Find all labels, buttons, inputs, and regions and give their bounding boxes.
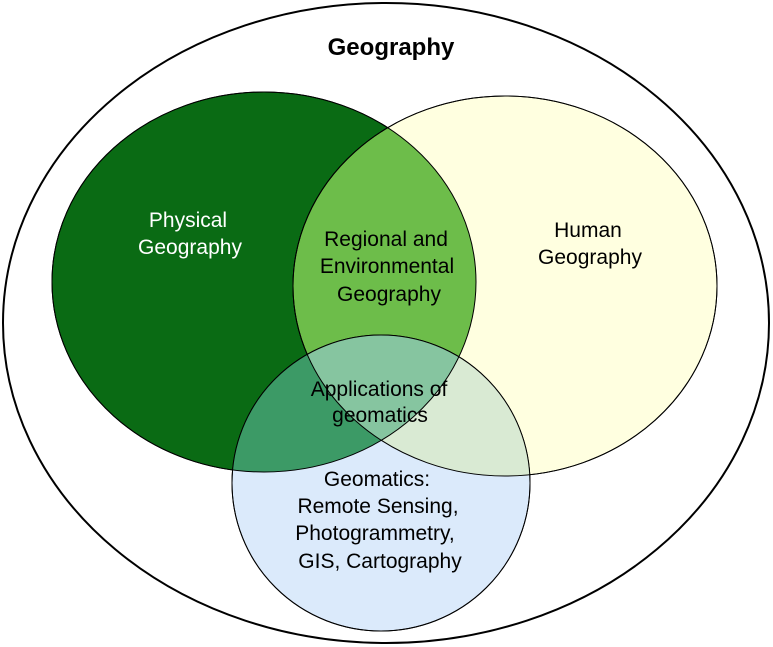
physical-geography-label-line-2: Geography	[138, 236, 242, 259]
geomatics-label-line-3: Photogrammetry,	[295, 522, 455, 545]
geomatics-label-line-4: GIS, Cartography	[298, 550, 462, 573]
geomatics-outline	[231, 334, 531, 632]
human-geography-outline	[292, 95, 718, 477]
applications-label-line-2: geomatics	[332, 404, 428, 427]
physical-geography-outline	[51, 91, 477, 473]
regional-label-line-3: Geography	[337, 283, 441, 306]
diagram-title: Geography	[328, 34, 455, 61]
geomatics-label-line-2: Remote Sensing,	[297, 495, 458, 518]
applications-of-geomatics-overlap	[293, 335, 476, 472]
regional-label-line-1: Regional and	[324, 228, 448, 251]
human-geography-label-line-1: Human	[554, 219, 622, 242]
physical-geography-label-line-1: Physical	[149, 209, 227, 232]
human-geography-label-line-2: Geography	[538, 246, 642, 269]
applications-label-line-1: Applications of	[311, 378, 448, 401]
regional-label-line-2: Environmental	[320, 255, 454, 278]
geomatics-label-line-1: Geomatics:	[324, 468, 430, 491]
